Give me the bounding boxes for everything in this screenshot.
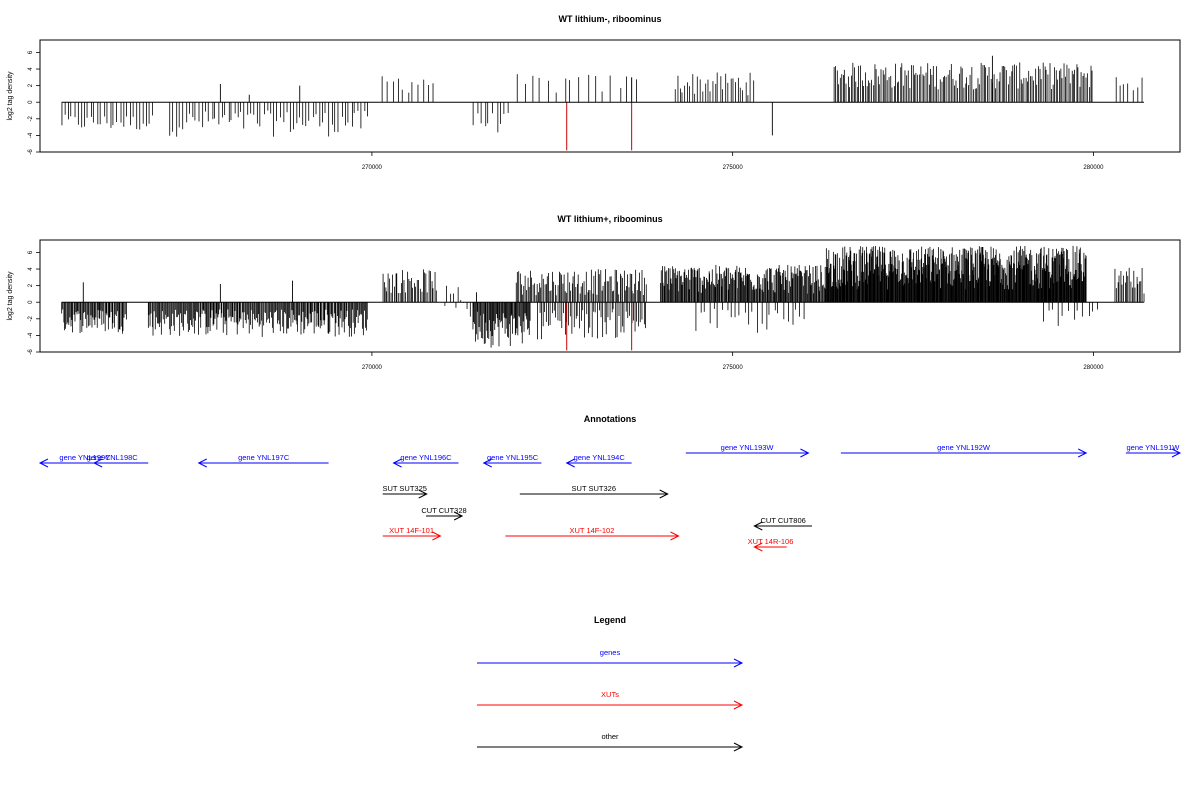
arrow-head [733,742,744,752]
arrow-head [753,542,763,552]
x-tick-label: 270000 [362,165,383,171]
feature-label: XUT 14R-106 [748,537,794,546]
x-axis: 270000 275000 280000 [362,152,1104,171]
y-tick-label: 2 [28,83,34,87]
x-tick-label: 280000 [1083,365,1104,371]
x-tick-label: 275000 [723,165,744,171]
feature-label: XUT 14F-101 [389,526,434,535]
feature-label: gene YNL198C [87,453,139,462]
arrow-head [800,448,810,458]
annotation-feature: XUT 14F-101 [382,526,442,541]
annotation-feature: SUT SUT326 [519,484,669,499]
feature-label: gene YNL199C [59,453,111,462]
feature-label: CUT CUT328 [421,506,466,515]
y-tick-label: -4 [28,132,34,138]
feature-label: gene YNL195C [487,453,539,462]
annotation-feature: gene YNL197C [197,453,329,468]
feature-label: gene YNL196C [400,453,452,462]
y-tick-label: -2 [28,115,34,121]
legend-label: XUTs [601,690,619,699]
y-axis: -6 -4 -2 0 2 4 6 [28,250,40,355]
panel-lithium-plus: WT lithium+, riboominus log2 tag density… [7,214,1181,371]
annotation-feature: gene YNL193W [685,443,810,458]
legend-item: genes [477,648,744,668]
legend-title: Legend [594,615,626,625]
arrow-head [733,700,744,710]
annotation-feature: gene YNL198C [87,453,139,468]
plot-frame [39,239,1181,353]
legend: Legend genes XUTs other [477,615,744,752]
y-tick-label: 0 [28,100,34,104]
arrow-head [670,531,680,541]
y-tick-label: 4 [28,267,34,271]
arrow-head [659,489,669,499]
y-tick-label: -4 [28,332,34,338]
arrow-head [38,458,49,468]
plot-frame [39,39,1181,153]
y-tick-label: -6 [28,349,34,355]
x-axis: 270000 275000 280000 [362,352,1104,371]
x-tick-label: 280000 [1083,165,1104,171]
legend-label: genes [600,648,621,657]
arrow-head [1171,448,1182,458]
y-tick-label: 4 [28,67,34,71]
annotation-feature: gene YNL191W [1125,443,1182,458]
annotation-feature: SUT SUT325 [382,484,428,499]
arrow-head [392,458,402,468]
legend-item: other [477,732,744,752]
feature-label: CUT CUT806 [761,516,806,525]
arrow-head [432,531,442,541]
panel-lithium-minus: WT lithium-, riboominus log2 tag density… [7,14,1181,171]
annotation-feature: CUT CUT806 [753,516,813,531]
annotation-feature: XUT 14R-106 [748,537,794,552]
feature-label: XUT 14F-102 [570,526,615,535]
arrow-head [1077,448,1088,458]
legend-label: other [601,732,619,741]
y-tick-label: -2 [28,315,34,321]
x-tick-label: 275000 [723,365,744,371]
y-tick-label: 6 [28,50,34,54]
bars [61,245,1145,351]
annotation-feature: XUT 14F-102 [505,526,680,541]
annotation-feature: gene YNL195C [482,453,542,468]
chart-title: WT lithium-, riboominus [559,14,662,24]
annotation-feature: gene YNL192W [840,443,1088,458]
feature-label: gene YNL197C [238,453,290,462]
y-axis-label: log2 tag density [7,71,14,121]
feature-label: gene YNL191W [1127,443,1181,452]
feature-label: SUT SUT326 [572,484,616,493]
arrow-head [482,458,492,468]
feature-label: gene YNL192W [937,443,991,452]
y-axis-label: log2 tag density [7,271,14,321]
arrow-head [753,521,763,531]
y-tick-label: -6 [28,149,34,155]
bars [61,55,1144,151]
annotations-title: Annotations [584,414,637,424]
x-tick-label: 270000 [362,365,383,371]
arrow-head [565,458,575,468]
feature-label: SUT SUT325 [382,484,426,493]
y-tick-label: 0 [28,300,34,304]
arrow-head [92,458,103,468]
y-axis: -6 -4 -2 0 2 4 6 [28,50,40,155]
arrow-head [418,489,428,499]
arrow-head [453,511,464,521]
legend-item: XUTs [477,690,744,710]
annotation-feature: gene YNL196C [392,453,459,468]
annotation-feature: gene YNL194C [565,453,632,468]
y-tick-label: 6 [28,250,34,254]
annotation-feature: CUT CUT328 [421,506,467,521]
feature-label: gene YNL194C [574,453,626,462]
y-tick-label: 2 [28,283,34,287]
arrow-head [197,458,207,468]
feature-label: gene YNL193W [721,443,775,452]
arrow-head [733,658,744,668]
chart-title: WT lithium+, riboominus [557,214,662,224]
